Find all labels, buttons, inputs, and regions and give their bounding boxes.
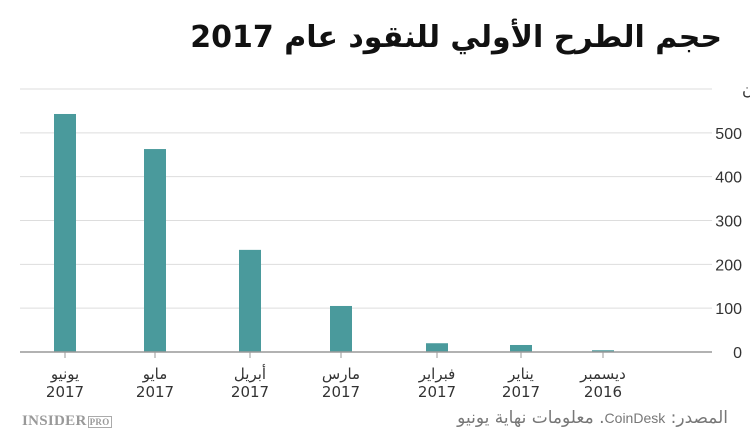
x-year-label: 2017 (322, 383, 360, 401)
x-month-label: أبريل (234, 364, 266, 383)
y-tick-label: 200 (715, 257, 742, 274)
y-tick-label: 0 (733, 345, 742, 362)
y-tick-label: 300 (715, 214, 742, 231)
bar (54, 113, 76, 352)
y-tick-label: 100 (715, 301, 742, 318)
x-year-label: 2017 (46, 383, 84, 401)
source-suffix: . معلومات نهاية يونيو (457, 408, 605, 428)
source-name: CoinDesk (604, 410, 666, 426)
x-year-label: 2017 (502, 383, 540, 401)
x-month-label: مايو (142, 365, 168, 383)
bar (144, 149, 166, 352)
bar (426, 343, 448, 352)
bar (510, 344, 532, 352)
x-year-label: 2017 (418, 383, 456, 401)
source-note: المصدر: CoinDesk. معلومات نهاية يونيو (457, 408, 728, 428)
x-month-label: مارس (322, 365, 360, 383)
x-year-label: 2017 (231, 383, 269, 401)
x-year-label: 2016 (584, 383, 622, 401)
x-year-label: 2017 (136, 383, 174, 401)
bar (239, 249, 261, 352)
chart-title: حجم الطرح الأولي للنقود عام 2017 (190, 20, 722, 55)
x-month-label: يناير (507, 365, 534, 383)
x-month-label: ديسمبر (579, 365, 626, 383)
y-tick-label: 400 (715, 170, 742, 187)
y-unit-label: $600 مليون (742, 82, 750, 99)
bar (592, 350, 614, 352)
y-tick-label: 500 (715, 126, 742, 143)
x-month-label: يونيو (50, 365, 79, 383)
source-prefix: المصدر: (665, 408, 728, 428)
x-month-label: فبراير (418, 365, 456, 383)
insider-pro-logo: INSIDER PRO (22, 413, 112, 429)
bar (330, 305, 352, 352)
